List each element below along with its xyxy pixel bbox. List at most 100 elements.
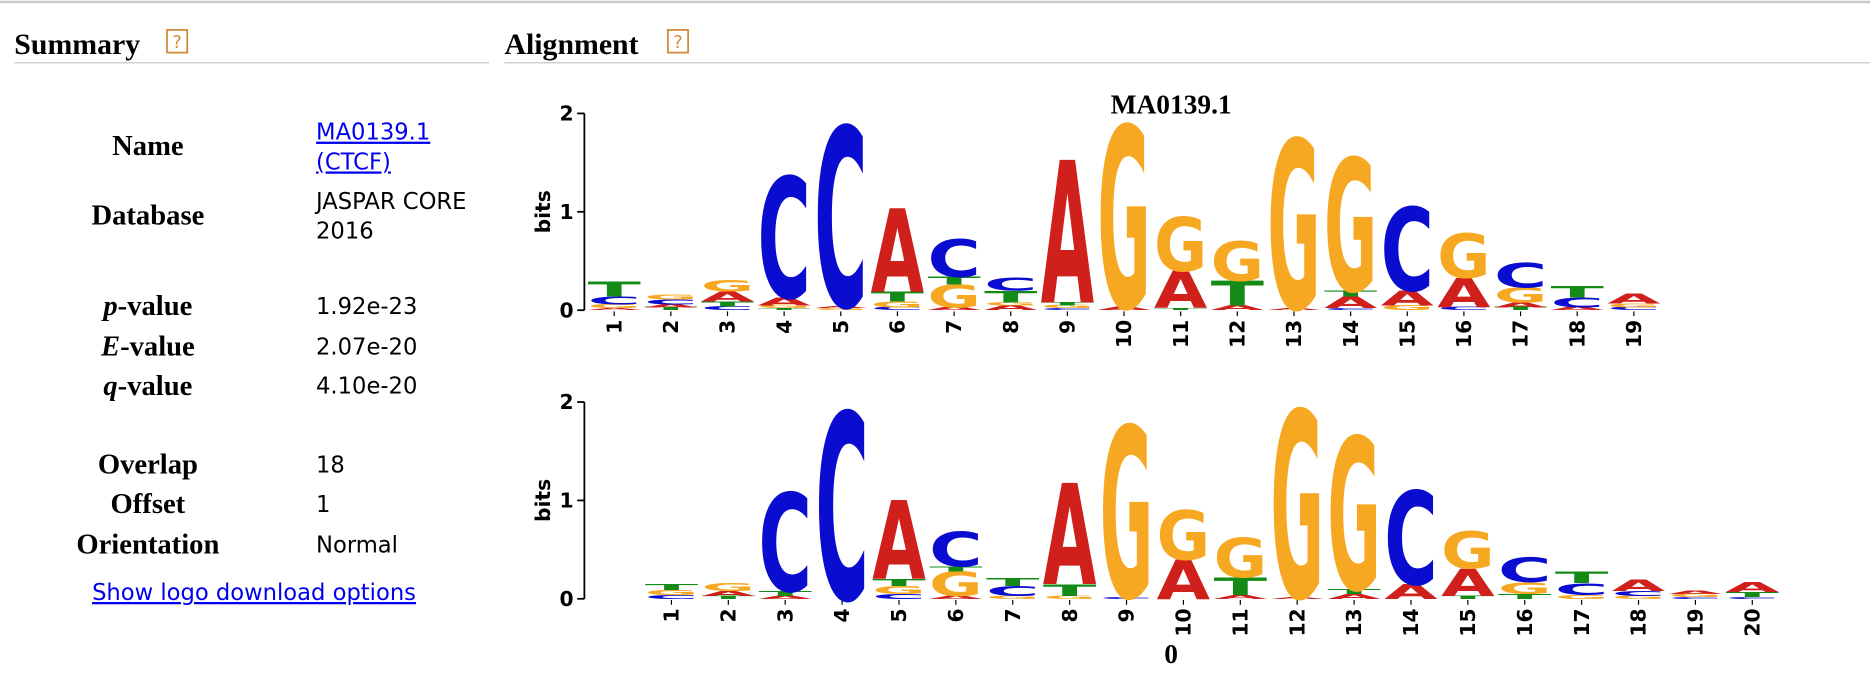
logo-letter: G <box>588 303 641 309</box>
logo-letter: C <box>758 144 811 337</box>
logo-letter: C <box>927 230 980 289</box>
logo-letter: A <box>1441 561 1495 605</box>
logo-letter: G <box>1154 202 1207 289</box>
logo-letter: A <box>927 306 981 311</box>
logo-letter: C <box>1384 465 1437 614</box>
label-text: -value <box>120 331 195 363</box>
logo-letter: A <box>1384 580 1437 604</box>
logo-letter: C <box>1555 580 1608 599</box>
logo-letter: T <box>1498 593 1551 601</box>
logo-letter: A <box>644 303 698 308</box>
logo-letter: G <box>927 278 980 314</box>
logo-letter: T <box>644 306 698 311</box>
logo-title: MA0139.1 <box>1111 89 1232 119</box>
x-tick-label: 5 <box>887 608 911 622</box>
x-tick-label: 3 <box>716 320 740 334</box>
logo-letter: A <box>1327 593 1381 601</box>
logo-letter: C <box>1381 184 1434 317</box>
row-label: p-value <box>100 290 192 322</box>
logo-letter: G <box>1267 93 1320 363</box>
logo-letter: T <box>927 275 980 288</box>
download-link[interactable]: Show logo download options <box>92 580 416 606</box>
y-tick-label: 1 <box>560 200 574 224</box>
logo-letter: G <box>1381 304 1434 312</box>
x-tick-label: 11 <box>1228 608 1252 636</box>
logo-letter: G <box>1324 122 1377 333</box>
logo-letter: T <box>1211 274 1264 314</box>
logo-letter: G <box>1327 396 1380 639</box>
logo-letter: C <box>701 305 754 311</box>
help-icon[interactable]: ? <box>166 29 189 54</box>
help-icon[interactable]: ? <box>666 29 690 54</box>
logo-letter: T <box>1494 306 1548 311</box>
x-tick-label: 8 <box>999 320 1023 334</box>
x-tick-label: 17 <box>1509 320 1533 348</box>
logo-letter: T <box>1551 282 1605 301</box>
logo-letter: T <box>1555 568 1609 587</box>
logo-letter: T <box>1441 595 1495 600</box>
logo-letter: G <box>986 595 1039 600</box>
label-text: Offset <box>111 488 186 520</box>
x-tick-label: 9 <box>1115 608 1139 622</box>
label-text: Name <box>112 130 184 162</box>
logo-letter: G <box>702 581 755 594</box>
x-tick-label: 18 <box>1627 608 1651 636</box>
match-link[interactable]: (CTCF) <box>316 149 391 175</box>
help-box[interactable] <box>166 29 189 54</box>
row-value: 2.07e-20 <box>316 334 417 360</box>
y-axis-label: bits <box>531 190 555 233</box>
logo-letter: T <box>1726 591 1779 599</box>
section-title: Alignment <box>504 28 638 61</box>
label-text: Overlap <box>98 449 198 481</box>
logo-letter: A <box>929 595 983 600</box>
logo-letter: T <box>701 300 754 308</box>
logo-letter: G <box>1041 304 1094 309</box>
logo-letter: G <box>644 293 697 301</box>
x-tick-label: 12 <box>1285 608 1309 636</box>
logo-letter: C <box>644 298 697 306</box>
logo-letter: A <box>1270 596 1324 599</box>
x-tick-label: 15 <box>1456 608 1480 636</box>
logo-letter: G <box>1157 497 1210 576</box>
logo-letter: C <box>984 275 1037 295</box>
x-tick-label: 14 <box>1339 320 1363 348</box>
logo-letter: T <box>1041 302 1095 307</box>
logo-letter: G <box>929 564 982 603</box>
x-tick-label: 7 <box>1001 608 1025 622</box>
label-italic: E <box>100 331 120 363</box>
x-tick-label: 20 <box>1740 608 1764 636</box>
logo-letter: T <box>929 565 982 573</box>
help-mark[interactable]: ? <box>673 32 682 53</box>
logo-letter: A <box>1267 308 1321 311</box>
logo-letter: T <box>872 577 925 588</box>
logo-letter: A <box>588 308 642 311</box>
y-tick-label: 1 <box>560 489 574 513</box>
help-box[interactable] <box>666 29 690 54</box>
label-italic: q <box>103 370 117 402</box>
x-tick-label: 6 <box>886 320 910 334</box>
logo-letter: G <box>1612 595 1665 600</box>
x-tick-label: 5 <box>829 320 853 334</box>
logo-letter: C <box>1726 596 1779 599</box>
logo-letter: A <box>1157 549 1210 612</box>
x-tick-label: 7 <box>942 320 966 334</box>
x-tick-label: 4 <box>830 608 854 622</box>
logo-letter: A <box>1214 594 1268 600</box>
x-tick-label: 1 <box>660 608 684 622</box>
logo-letter: G <box>1441 522 1494 581</box>
help-mark[interactable]: ? <box>172 32 182 53</box>
match-link[interactable]: MA0139.1 <box>316 120 430 146</box>
row-label: q-value <box>103 370 192 402</box>
logo-letter: A <box>1494 301 1548 309</box>
logo-letter: T <box>588 278 641 302</box>
logo-letter: C <box>1607 306 1660 311</box>
logo-letter: C <box>1669 596 1722 599</box>
logo-letter: C <box>1041 308 1094 311</box>
x-tick-label: 12 <box>1225 320 1249 348</box>
logo-letter: A <box>1043 456 1097 617</box>
logo-letter: C <box>986 583 1039 599</box>
x-tick-label: 9 <box>1056 320 1080 334</box>
logo-letter: G <box>758 304 811 309</box>
